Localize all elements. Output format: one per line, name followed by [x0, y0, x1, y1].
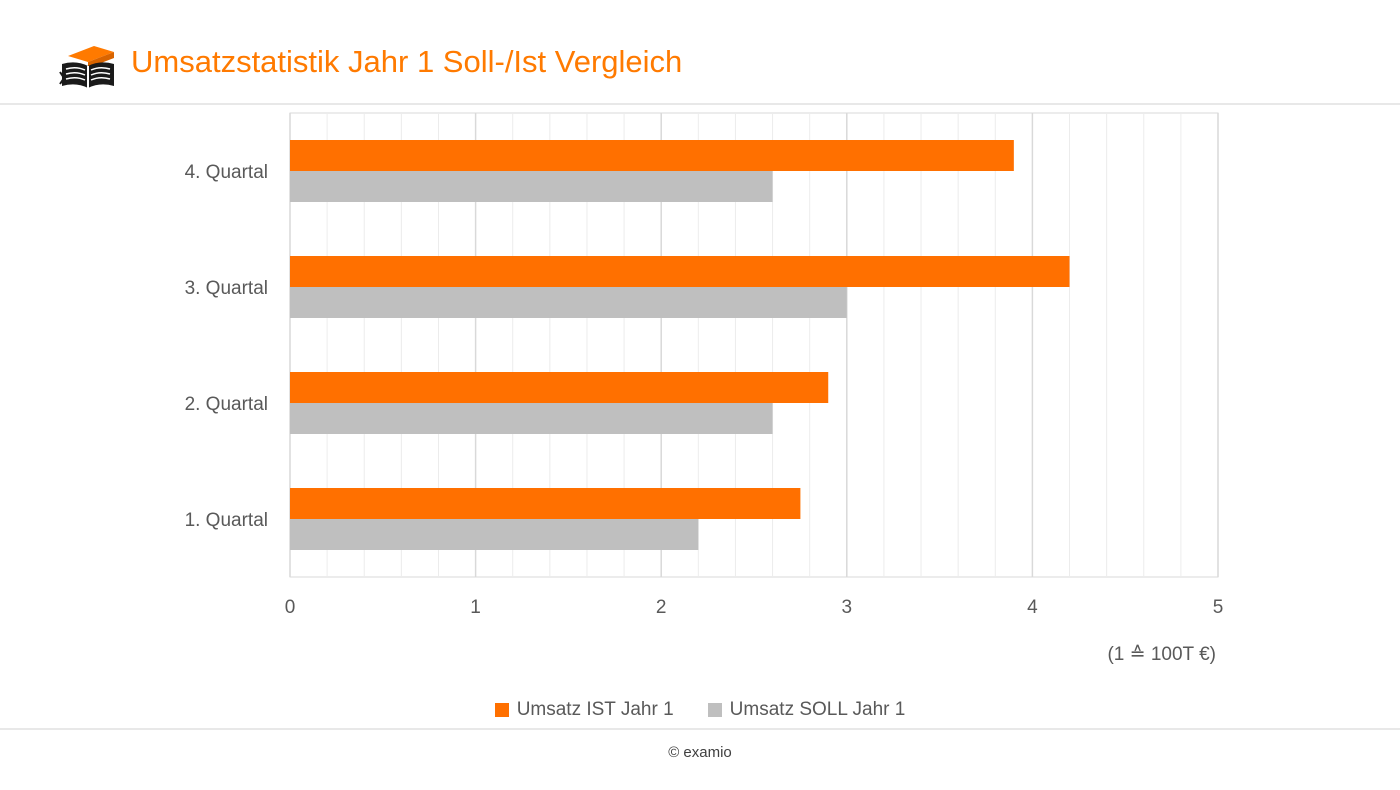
legend-item-soll: Umsatz SOLL Jahr 1: [707, 699, 906, 721]
bar-ist-q1: [290, 488, 801, 519]
legend-swatch-ist: [494, 703, 509, 717]
x-tick-label: 2: [656, 597, 667, 618]
header: Umsatzstatistik Jahr 1 Soll-/Ist Verglei…: [0, 0, 1400, 105]
category-labels: 1. Quartal 2. Quartal 3. Quartal 4. Quartal: [185, 162, 268, 531]
legend-swatch-soll: [707, 703, 722, 717]
bar-soll-q4: [290, 171, 773, 202]
footer: © examio: [0, 728, 1400, 790]
legend-item-ist: Umsatz IST Jahr 1: [494, 699, 674, 721]
copyright-text: © examio: [668, 744, 732, 761]
page-title: Umsatzstatistik Jahr 1 Soll-/Ist Verglei…: [131, 44, 683, 79]
x-tick-label: 5: [1213, 597, 1224, 618]
legend-label-soll: Umsatz SOLL Jahr 1: [729, 699, 906, 720]
x-axis-unit-label: (1 ≙ 100T €): [1107, 644, 1216, 665]
x-tick-label: 3: [842, 597, 853, 618]
category-label: 1. Quartal: [185, 510, 268, 531]
x-tick-label: 1: [470, 597, 481, 618]
category-label: 3. Quartal: [185, 278, 268, 299]
graduation-cap-book-icon: [59, 46, 114, 88]
x-tick-label: 0: [285, 597, 296, 618]
bar-soll-q2: [290, 403, 773, 434]
category-label: 2. Quartal: [185, 394, 268, 415]
bar-ist-q4: [290, 140, 1014, 171]
legend-label-ist: Umsatz IST Jahr 1: [516, 699, 674, 720]
bar-ist-q3: [290, 256, 1070, 287]
x-tick-labels: 0 1 2 3 4 5: [285, 597, 1224, 618]
category-label: 4. Quartal: [185, 162, 268, 183]
x-tick-label: 4: [1027, 597, 1038, 618]
bar-soll-q1: [290, 519, 699, 550]
bars: [290, 140, 1070, 550]
bar-soll-q3: [290, 287, 847, 318]
bar-ist-q2: [290, 372, 829, 403]
legend: Umsatz IST Jahr 1 Umsatz SOLL Jahr 1: [0, 696, 1400, 724]
